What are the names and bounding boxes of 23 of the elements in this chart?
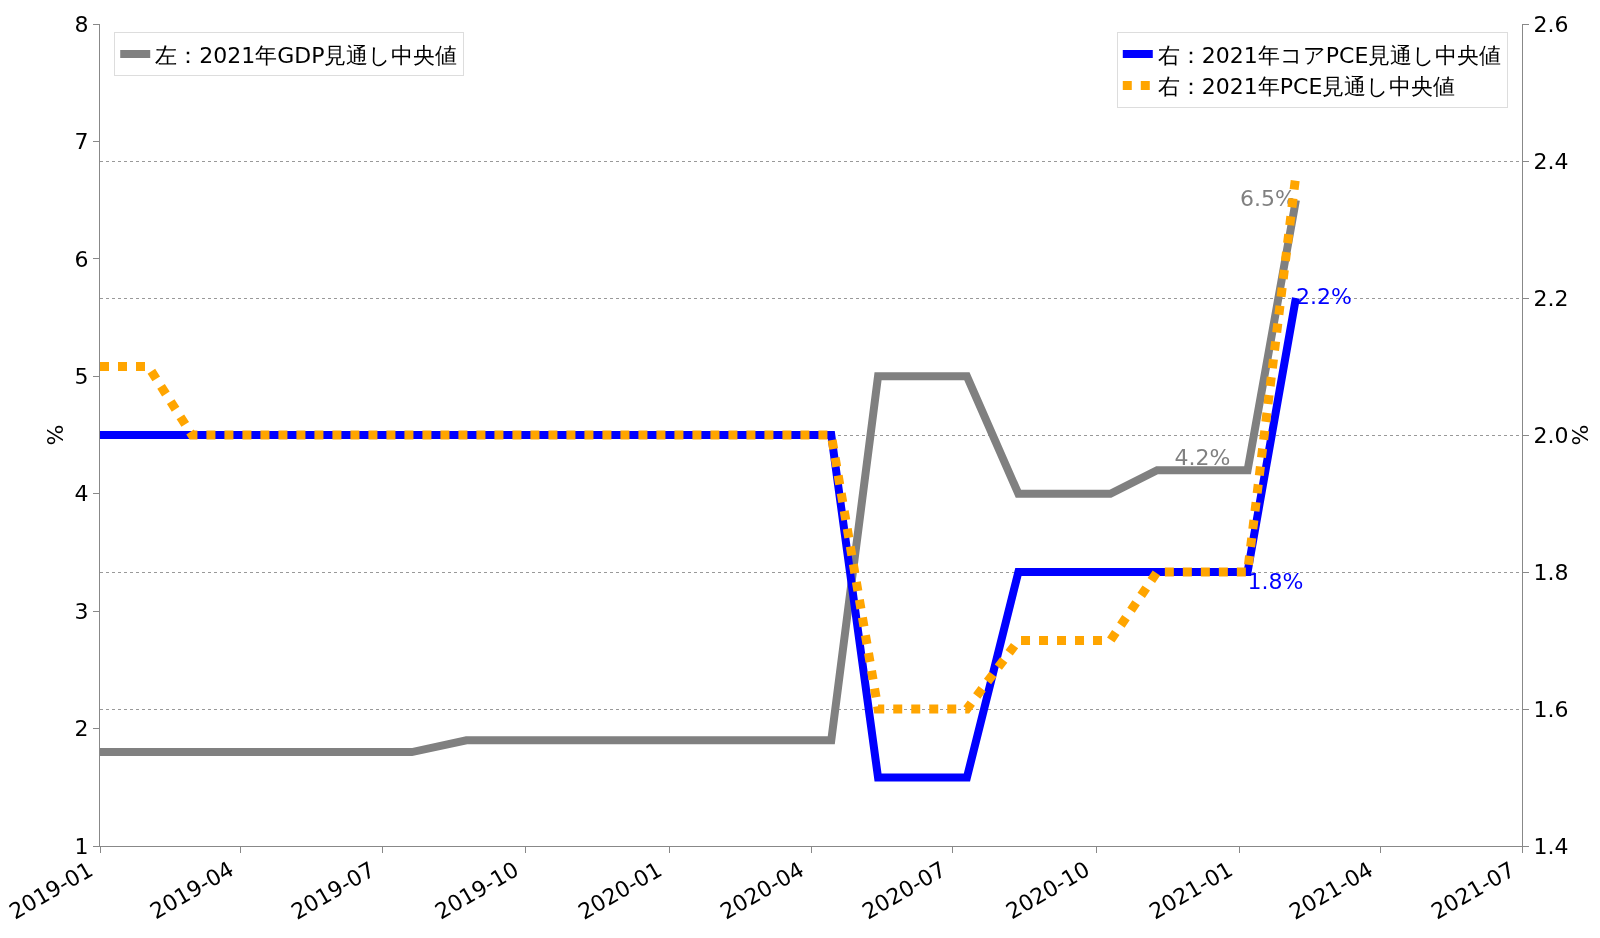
y-tick-label: 5 xyxy=(74,363,89,389)
y-axis-title: % xyxy=(43,424,69,446)
data-label: 4.2% xyxy=(1174,444,1231,470)
legend-label: 右：2021年PCE見通し中央値 xyxy=(1157,74,1456,100)
y-tick-label: 8 xyxy=(74,11,89,37)
y-tick-label: 2 xyxy=(74,716,89,742)
y2-axis-title: % xyxy=(1568,424,1594,446)
y2-tick-label: 1.4 xyxy=(1533,833,1569,859)
y2-tick-label: 2.2 xyxy=(1533,285,1569,311)
legend-label: 左：2021年GDP見通し中央値 xyxy=(155,42,458,68)
y-tick-label: 3 xyxy=(74,598,89,624)
y-tick-label: 1 xyxy=(74,833,89,859)
y2-tick-label: 2.4 xyxy=(1533,148,1569,174)
y2-tick-label: 1.6 xyxy=(1533,696,1569,722)
legend-label: 右：2021年コアPCE見通し中央値 xyxy=(1157,42,1502,68)
y2-tick-label: 2.0 xyxy=(1533,422,1569,448)
data-label: 2.2% xyxy=(1295,283,1352,309)
y2-tick-label: 2.6 xyxy=(1533,11,1569,37)
data-label: 1.8% xyxy=(1247,568,1304,594)
y-tick-label: 6 xyxy=(74,246,89,272)
y-tick-label: 4 xyxy=(74,481,89,507)
y-tick-label: 7 xyxy=(74,129,89,155)
y2-tick-label: 1.8 xyxy=(1533,559,1569,585)
